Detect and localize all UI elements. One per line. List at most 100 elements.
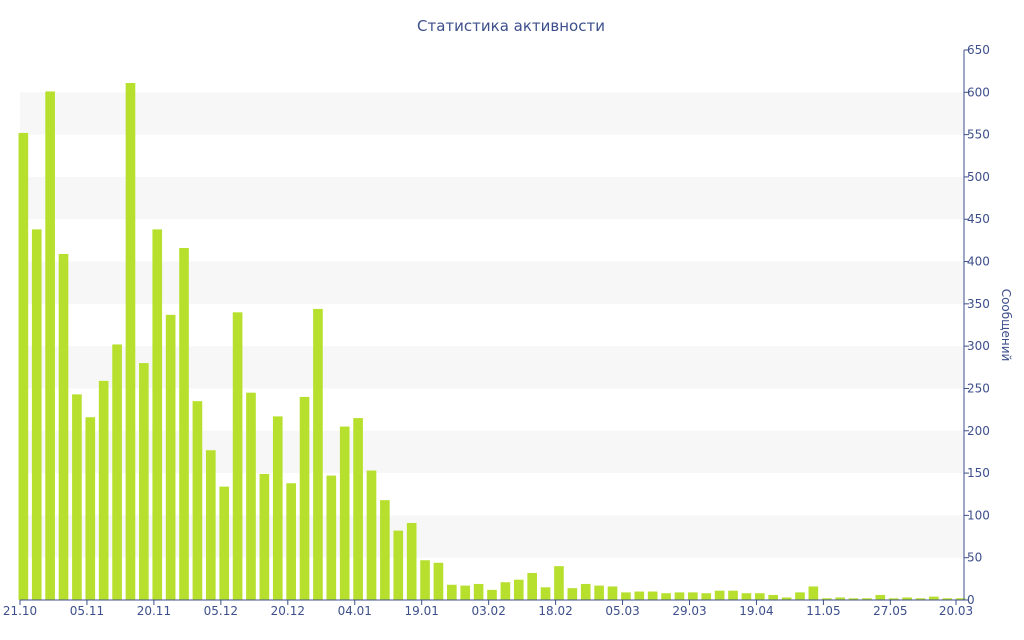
x-tick-label: 18.02 <box>538 604 572 618</box>
bar <box>85 417 96 600</box>
x-tick-label: 29.03 <box>672 604 706 618</box>
bar <box>862 598 872 600</box>
bar <box>232 312 243 600</box>
bar <box>781 597 792 600</box>
bar <box>152 229 163 600</box>
grid-band <box>20 261 964 304</box>
bar <box>513 579 524 600</box>
bar <box>98 380 109 600</box>
x-axis-ticks: 21.10 05.11 20.11 05.12 20.12 04.01 19.01 03.02… <box>3 600 973 618</box>
bar <box>580 583 591 600</box>
bar <box>460 585 471 600</box>
bar <box>929 596 939 600</box>
bar <box>714 590 725 600</box>
x-tick-label: 20.11 <box>137 604 171 618</box>
y-tick-label: 250 <box>967 381 990 395</box>
bar <box>420 560 430 600</box>
grid-band <box>20 346 964 389</box>
bar <box>621 592 631 600</box>
bar <box>741 593 752 600</box>
bar <box>406 523 417 600</box>
y-tick-label: 0 <box>967 593 975 607</box>
bar <box>594 585 604 600</box>
x-tick-label: 19.04 <box>739 604 773 618</box>
bar <box>473 583 484 600</box>
y-tick-label: 450 <box>967 212 990 226</box>
bar <box>835 597 845 600</box>
axes-group <box>20 50 965 601</box>
bar <box>393 530 404 600</box>
x-tick-label: 20.03 <box>939 604 973 618</box>
y-tick-label: 350 <box>967 297 990 311</box>
x-tick-label: 21.10 <box>3 604 37 618</box>
bars-group <box>18 83 966 600</box>
y-axis-title: Сообщений <box>999 289 1013 362</box>
bar <box>179 248 189 600</box>
grid-band <box>20 176 964 220</box>
bar <box>540 587 551 600</box>
bar <box>821 598 832 600</box>
bar <box>380 500 390 600</box>
grid-band <box>20 430 964 474</box>
bar <box>634 591 645 600</box>
bar <box>728 590 738 600</box>
bar <box>125 83 136 600</box>
bar <box>299 396 310 600</box>
y-axis-ticks: 0 50 100 150 200 250 300 350 400 450 500 550 600 650 <box>964 43 990 607</box>
bar <box>795 592 805 600</box>
bar <box>205 450 216 600</box>
y-tick-label: 200 <box>967 424 990 438</box>
y-tick-label: 550 <box>967 128 990 142</box>
bar <box>326 475 337 600</box>
x-tick-label: 04.01 <box>338 604 372 618</box>
bar <box>72 394 82 600</box>
bar <box>18 132 29 600</box>
grid-band <box>20 92 964 135</box>
bar <box>31 229 42 600</box>
bar <box>353 418 363 600</box>
x-tick-label: 20.12 <box>271 604 305 618</box>
bar <box>661 593 671 600</box>
bar <box>339 426 350 600</box>
y-tick-label: 400 <box>967 255 990 269</box>
y-tick-label: 650 <box>967 43 990 57</box>
y-tick-label: 150 <box>967 466 990 480</box>
bar <box>313 308 323 600</box>
bar <box>688 592 698 600</box>
bar <box>567 588 578 600</box>
bar <box>487 589 497 600</box>
bar <box>607 586 618 600</box>
bar <box>112 344 122 600</box>
x-tick-label: 05.03 <box>605 604 639 618</box>
bar <box>674 592 685 600</box>
bar <box>58 253 69 600</box>
grid-band <box>20 515 964 558</box>
bar <box>955 598 966 600</box>
bar <box>192 401 203 600</box>
bar <box>219 486 230 600</box>
bar <box>45 91 55 600</box>
bar <box>754 593 765 600</box>
chart-title: Статистика активности <box>417 17 605 35</box>
bar <box>848 598 859 600</box>
bar <box>259 473 270 600</box>
bar <box>888 598 899 600</box>
bar <box>246 392 256 600</box>
y-tick-label: 100 <box>967 508 990 522</box>
bar <box>942 598 953 600</box>
bar <box>286 483 296 600</box>
x-tick-label: 03.02 <box>471 604 505 618</box>
bar <box>272 416 283 600</box>
bar <box>527 572 537 600</box>
x-tick-label: 05.12 <box>204 604 238 618</box>
bar <box>647 591 658 600</box>
bar <box>447 584 457 600</box>
y-tick-label: 600 <box>967 85 990 99</box>
x-tick-label: 11.05 <box>806 604 840 618</box>
bar <box>139 363 149 600</box>
y-tick-label: 300 <box>967 339 990 353</box>
bar <box>701 593 712 600</box>
bar <box>808 586 819 600</box>
y-tick-label: 500 <box>967 170 990 184</box>
